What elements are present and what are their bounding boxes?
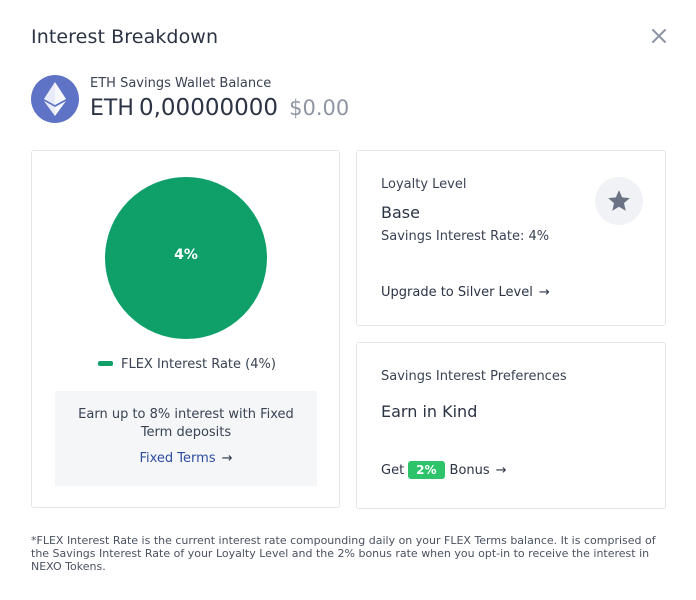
wallet-fiat-value: $0.00 (289, 96, 350, 120)
preferences-value: Earn in Kind (381, 402, 478, 421)
ethereum-icon (31, 75, 79, 123)
legend-swatch (98, 361, 113, 366)
interest-pie-chart (105, 177, 267, 339)
savings-interest-rate: Savings Interest Rate: 4% (381, 229, 550, 244)
loyalty-level-card: Loyalty Level Base Savings Interest Rate… (356, 150, 666, 326)
legend-label: FLEX Interest Rate (4%) (121, 357, 276, 372)
arrow-right-icon: → (495, 463, 507, 478)
modal-title: Interest Breakdown (31, 26, 219, 48)
close-icon[interactable] (649, 26, 669, 46)
footnote: *FLEX Interest Rate is the current inter… (31, 534, 656, 573)
preferences-label: Savings Interest Preferences (381, 369, 567, 384)
loyalty-label: Loyalty Level (381, 177, 467, 192)
fixed-terms-promo: Earn up to 8% interest with Fixed Term d… (55, 391, 317, 486)
arrow-right-icon: → (221, 451, 233, 466)
chart-legend: FLEX Interest Rate (4%) (98, 357, 276, 372)
promo-text: Earn up to 8% interest with Fixed Term d… (78, 407, 294, 440)
interest-preferences-card: Savings Interest Preferences Earn in Kin… (356, 342, 666, 509)
upgrade-link[interactable]: Upgrade to Silver Level → (381, 285, 550, 300)
interest-rate-card: 4% FLEX Interest Rate (4%) Earn up to 8%… (31, 150, 340, 508)
fixed-terms-link[interactable]: Fixed Terms → (55, 451, 317, 466)
wallet-balance: ETH 0,00000000 $0.00 (90, 95, 349, 121)
wallet-currency: ETH (90, 96, 134, 121)
star-icon (595, 177, 643, 225)
loyalty-level-value: Base (381, 203, 420, 222)
pie-slice-flex-interest (105, 177, 267, 339)
upgrade-link-label: Upgrade to Silver Level (381, 285, 533, 300)
bonus-badge: 2% (408, 461, 445, 479)
bonus-suffix: Bonus (449, 463, 490, 478)
arrow-right-icon: → (538, 285, 550, 300)
fixed-terms-link-label: Fixed Terms (139, 451, 216, 466)
pie-center-label: 4% (174, 247, 198, 263)
wallet-amount: 0,00000000 (138, 95, 278, 121)
bonus-link[interactable]: Get 2% Bonus → (381, 461, 507, 479)
wallet-label: ETH Savings Wallet Balance (90, 76, 272, 91)
bonus-prefix: Get (381, 463, 405, 478)
